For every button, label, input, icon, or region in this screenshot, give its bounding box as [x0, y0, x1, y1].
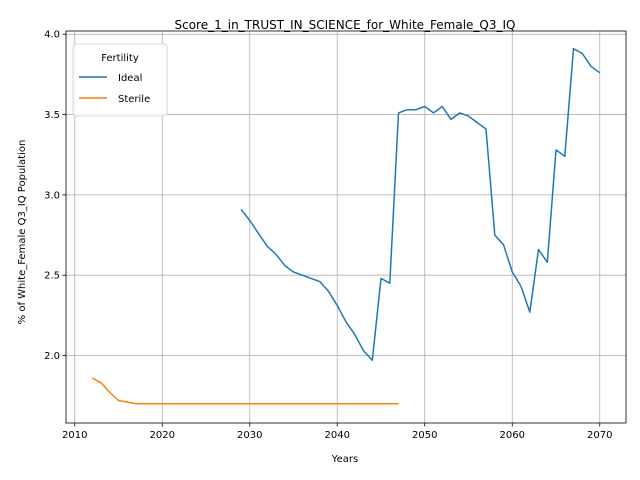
series-line-sterile	[91, 377, 399, 405]
y-tick-label: 2.5	[44, 271, 60, 282]
chart-title: Score_1_in_TRUST_IN_SCIENCE_for_White_Fe…	[175, 18, 516, 32]
series-line-ideal	[240, 47, 601, 362]
x-tick-label: 2060	[500, 430, 525, 441]
y-axis-label: % of White_Female Q3_IQ Population	[17, 140, 28, 325]
legend-label-sterile: Sterile	[118, 94, 150, 105]
x-axis-label: Years	[331, 454, 358, 465]
x-tick-label: 2070	[587, 430, 612, 441]
x-tick-label: 2050	[412, 430, 437, 441]
x-tick-label: 2020	[150, 430, 175, 441]
legend-title: Fertility	[101, 53, 139, 64]
y-tick-label: 2.0	[44, 351, 60, 362]
x-tick-label: 2010	[62, 430, 87, 441]
y-tick-label: 4.0	[44, 30, 60, 41]
axis-ticks: 2010 2020 2030 2040 2050 2060 2070 2.0 2.5 3.0 3.5…	[44, 30, 612, 441]
y-tick-label: 3.5	[44, 110, 60, 121]
y-tick-label: 3.0	[44, 190, 60, 201]
x-tick-label: 2030	[237, 430, 262, 441]
legend: Fertility Ideal Sterile	[72, 43, 168, 117]
legend-label-ideal: Ideal	[118, 73, 142, 84]
plot-frame	[65, 30, 627, 424]
series-lines	[91, 47, 601, 405]
x-tick-label: 2040	[325, 430, 350, 441]
grid	[66, 31, 626, 423]
